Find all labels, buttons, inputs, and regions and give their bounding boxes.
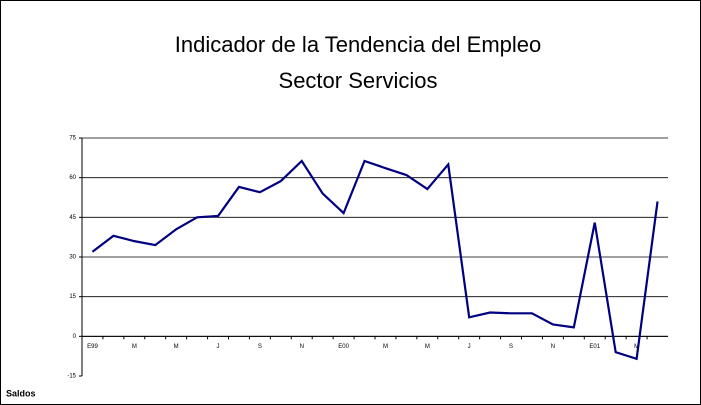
x-tick-label: M (634, 344, 639, 350)
y-tick-label: 60 (69, 175, 76, 181)
y-axis-label: Saldos (6, 388, 36, 398)
y-tick-label: 30 (69, 255, 76, 261)
y-tick-label: 0 (73, 334, 77, 340)
x-tick-label: J (468, 344, 471, 350)
y-tick-label: -15 (67, 374, 76, 380)
x-tick-label: M (383, 344, 388, 350)
x-tick-label: M (132, 344, 137, 350)
x-tick-label: E00 (338, 344, 349, 350)
x-tick-label: M (174, 344, 179, 350)
x-tick-label: S (509, 344, 513, 350)
x-tick-label: E99 (87, 344, 98, 350)
x-tick-label: J (217, 344, 220, 350)
y-tick-label: 15 (69, 294, 76, 300)
x-tick-label: M (425, 344, 430, 350)
x-tick-label: E01 (589, 344, 600, 350)
y-tick-label: 45 (69, 215, 76, 221)
y-tick-label: 75 (69, 136, 76, 142)
x-tick-label: S (258, 344, 262, 350)
chart-subtitle: Sector Servicios (279, 68, 438, 93)
chart-title: Indicador de la Tendencia del Empleo (175, 32, 542, 57)
x-tick-label: N (551, 344, 555, 350)
data-line (91, 159, 659, 361)
x-tick-label: N (300, 344, 304, 350)
